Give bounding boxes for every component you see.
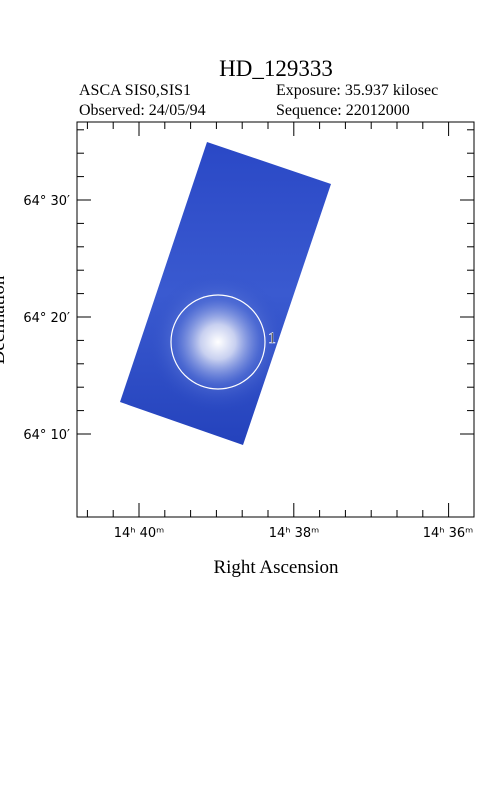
frame [76, 121, 475, 518]
x-axis-label: Right Ascension [213, 557, 339, 578]
y-axis-label: Declination [0, 275, 9, 364]
source-region [170, 294, 266, 390]
sky-image [120, 142, 331, 445]
exposure: Exposure: 35.937 kilosec [276, 82, 438, 99]
observed: Observed: 24/05/94 [79, 102, 206, 119]
y-tick-label: 64° 30′ [23, 194, 70, 209]
instrument: ASCA SIS0,SIS1 [79, 82, 191, 99]
y-tick-label: 64° 10′ [23, 428, 70, 443]
title: HD_129333 [219, 56, 333, 81]
ticks [77, 122, 474, 517]
x-tick-label: 14ʰ 36ᵐ [423, 526, 474, 541]
x-tick-label: 14ʰ 38ᵐ [269, 526, 320, 541]
source-label: 1 [268, 330, 276, 347]
sequence: Sequence: 22012000 [276, 102, 410, 119]
y-tick-label: 64° 20′ [23, 311, 70, 326]
x-tick-label: 14ʰ 40ᵐ [114, 526, 165, 541]
